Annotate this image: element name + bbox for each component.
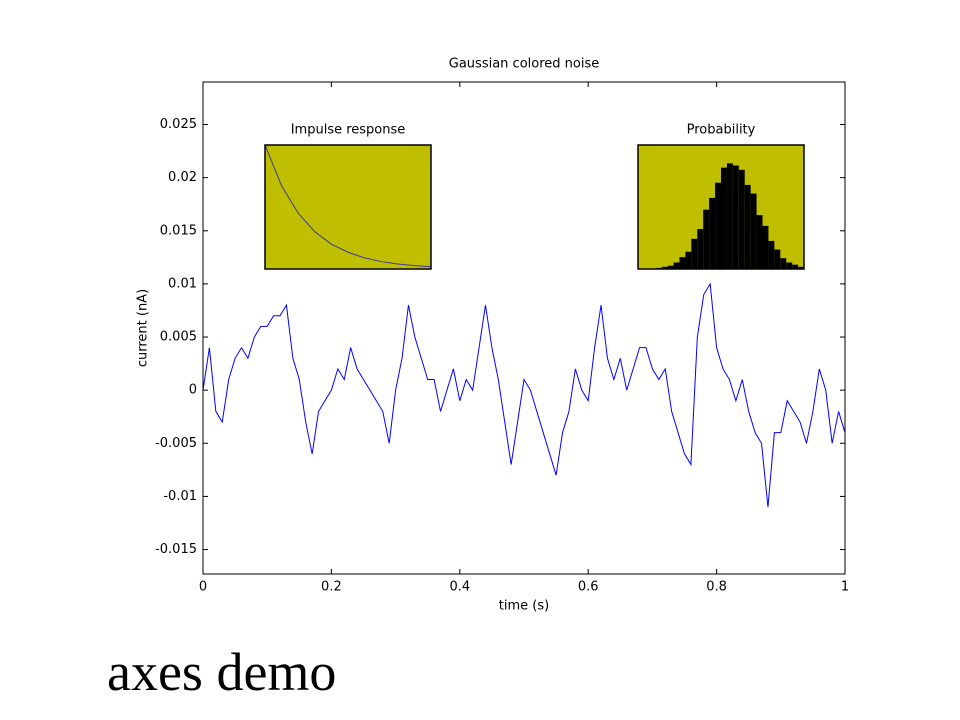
histogram-bar [697, 229, 704, 269]
histogram-bar [726, 163, 733, 269]
histogram-bar [756, 215, 763, 269]
y-tick-label: 0.025 [160, 117, 197, 132]
histogram-bar [780, 258, 787, 269]
y-tick-label: -0.015 [155, 542, 197, 557]
line [264, 144, 432, 268]
x-axis-label: time (s) [499, 599, 549, 614]
histogram-bar [679, 257, 686, 269]
x-tick-label: 0.8 [706, 580, 727, 595]
histogram-bar [661, 266, 668, 269]
histogram-bar [750, 193, 757, 269]
histogram-bar [738, 169, 745, 269]
histogram-bar [673, 262, 680, 269]
x-tick-label: 0.4 [449, 580, 470, 595]
histogram-bar [774, 249, 781, 269]
histogram-bar [667, 265, 674, 269]
plot-frame [264, 144, 432, 270]
y-tick-label: 0.02 [168, 170, 197, 185]
y-tick-label: 0.005 [160, 330, 197, 345]
chart-title: Probability [687, 123, 756, 138]
plot-area [265, 145, 431, 269]
caption: axes demo [107, 642, 336, 702]
histogram-bar [715, 182, 721, 269]
histogram-bar [744, 184, 751, 269]
line [202, 282, 846, 508]
y-tick-label: 0.01 [168, 276, 197, 291]
chart-title: Impulse response [291, 123, 406, 138]
histogram-bar [762, 225, 769, 269]
y-tick-label: 0 [189, 383, 197, 398]
histogram-bar [786, 262, 793, 269]
histogram-bar [792, 264, 799, 269]
y-tick-label: 0.015 [160, 223, 197, 238]
x-tick-label: 1 [841, 580, 849, 595]
y-axis-label: current (nA) [136, 289, 151, 367]
y-tick-label: -0.005 [155, 436, 197, 451]
y-tick-label: -0.01 [163, 489, 197, 504]
histogram-bar [691, 238, 698, 269]
histogram-bar [798, 266, 804, 269]
plot-frame [637, 144, 805, 270]
histogram-bar [768, 240, 775, 269]
chart-title: Gaussian colored noise [449, 57, 599, 72]
histogram-bar [721, 167, 727, 269]
x-tick-label: 0 [199, 580, 207, 595]
histogram-bar [709, 197, 716, 269]
histogram-bar [732, 165, 739, 269]
histogram-bar [703, 209, 710, 269]
x-tick-label: 0.2 [321, 580, 342, 595]
plot-frame [202, 81, 846, 575]
x-tick-label: 0.6 [578, 580, 599, 595]
histogram-bar [685, 251, 692, 269]
